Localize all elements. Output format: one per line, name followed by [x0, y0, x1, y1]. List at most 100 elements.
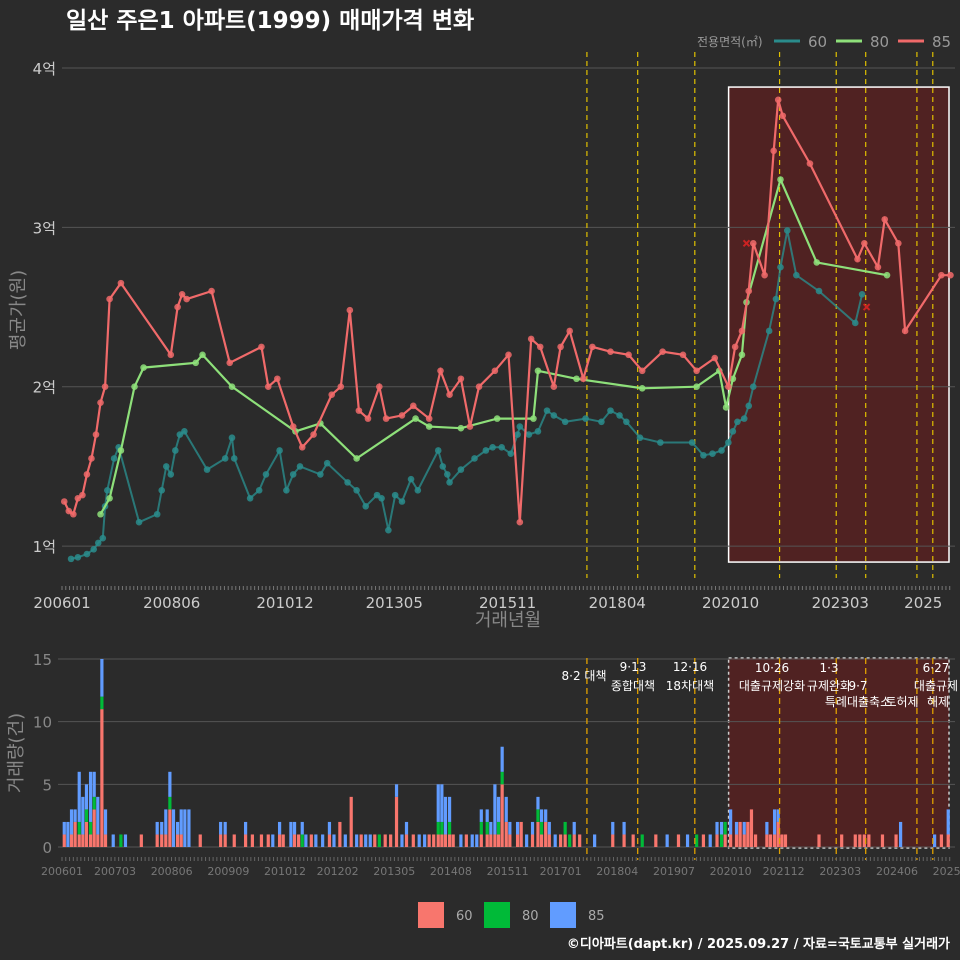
series-point-60 [582, 415, 589, 422]
bar-segment-85 [100, 659, 104, 697]
bar-segment-85 [168, 771, 172, 797]
series-point-85 [178, 290, 186, 298]
series-point-85 [425, 415, 433, 422]
bar-segment-60 [250, 834, 254, 847]
series-point-60 [181, 428, 188, 435]
bar-segment-85 [394, 784, 399, 797]
series-point-85 [516, 518, 524, 526]
bar-segment-85 [103, 809, 108, 835]
series-point-60 [74, 553, 82, 561]
cancelled-marker [862, 303, 871, 311]
series-point-60 [378, 495, 385, 502]
bar-segment-80 [436, 821, 440, 835]
legend-bottom: 60 80 85 [418, 902, 605, 928]
bar-segment-85 [243, 821, 248, 835]
bottom-panel: 0 5 10 15 8·2 대책 9·13 종합대책 12·16 18차대책 10·26 대출규제강… [33, 651, 960, 878]
series-point-85 [491, 367, 499, 375]
top-panel: 1억 2억 3억 4억 200601 200806 201012 201305 201511 20… [33, 52, 955, 612]
bottom-x-tick-label: 200806 [151, 865, 193, 878]
series-point-85 [938, 271, 945, 279]
bar-segment-60 [243, 834, 248, 847]
series-point-60 [607, 407, 614, 414]
bar-segment-85 [665, 834, 669, 847]
series-point-85 [536, 343, 544, 351]
bar-segment-85 [289, 821, 293, 847]
bar-segment-60 [485, 834, 489, 847]
bar-segment-85 [343, 834, 347, 847]
series-point-85 [579, 375, 587, 383]
series-point-85 [446, 391, 453, 398]
bar-segment-60 [443, 834, 448, 847]
bar-segment-80 [536, 809, 540, 822]
bar-segment-85 [772, 809, 777, 835]
top-x-tick-label: 201511 [479, 594, 536, 612]
series-point-85 [264, 383, 272, 391]
bottom-x-tick-label: 201305 [373, 865, 415, 878]
legend-bottom-label-60: 60 [456, 909, 473, 924]
bottom-x-tick-label: 201907 [653, 865, 695, 878]
bar-segment-60 [432, 834, 436, 847]
series-point-85 [638, 367, 646, 375]
series-point-60 [246, 495, 254, 502]
series-point-80 [192, 359, 200, 367]
bar-segment-60 [746, 821, 750, 847]
legend-bottom-label-85: 85 [588, 909, 605, 924]
series-point-85 [398, 412, 406, 419]
policy-date: 9·7 [848, 679, 867, 693]
bar-segment-85 [77, 771, 81, 822]
series-point-85 [895, 239, 902, 247]
series-point-80 [883, 271, 891, 279]
bar-segment-60 [394, 796, 399, 847]
series-point-60 [67, 555, 75, 563]
top-y-axis-title: 평균가(원) [8, 270, 29, 350]
bar-segment-60 [84, 821, 89, 847]
bar-segment-60 [389, 834, 393, 847]
bottom-x-tick-label: 201511 [487, 865, 529, 878]
series-point-85 [355, 407, 363, 414]
bar-segment-85 [84, 784, 89, 810]
bar-segment-60 [92, 809, 96, 847]
series-point-85 [731, 343, 739, 351]
series-point-80 [777, 176, 784, 183]
bar-segment-85 [933, 834, 937, 847]
bar-segment-85 [92, 771, 96, 797]
bar-segment-60 [946, 834, 950, 847]
series-point-60 [162, 463, 170, 470]
bar-segment-60 [772, 834, 777, 847]
bar-segment-60 [894, 834, 898, 847]
series-point-85 [749, 239, 757, 247]
bar-segment-85 [219, 821, 223, 835]
series-point-60 [99, 534, 107, 542]
bar-segment-85 [304, 834, 308, 847]
bar-segment-60 [349, 796, 353, 847]
policy-label: 18차대책 [666, 678, 714, 693]
series-point-85 [226, 359, 234, 367]
series-point-60 [457, 466, 465, 473]
top-x-tick-label: 201804 [589, 594, 646, 612]
series-point-85 [607, 348, 614, 355]
policy-label: 종합대책 [611, 678, 655, 693]
bar-segment-60 [742, 834, 746, 847]
series-point-80 [412, 415, 419, 422]
series-point-60 [110, 455, 118, 462]
bar-segment-85 [765, 821, 769, 835]
bar-segment-85 [622, 821, 626, 835]
bar-segment-60 [103, 834, 108, 847]
series-point-85 [101, 383, 109, 391]
legend-title: 전용면적(㎡) [697, 35, 763, 49]
bottom-x-tick-label: 202112 [763, 865, 805, 878]
series-point-80 [425, 423, 433, 430]
series-line-80 [99, 176, 888, 515]
bar-segment-60 [179, 834, 183, 847]
series-point-80 [729, 375, 737, 383]
series-point-85 [589, 343, 596, 351]
series-point-80 [493, 415, 501, 422]
bar-segment-60 [73, 821, 77, 847]
bar-segment-60 [232, 834, 236, 847]
series-point-60 [729, 428, 737, 435]
series-point-60 [623, 418, 630, 426]
series-point-85 [901, 327, 909, 335]
series-point-85 [659, 348, 666, 355]
series-point-60 [104, 487, 111, 494]
bar-segment-60 [715, 834, 719, 847]
